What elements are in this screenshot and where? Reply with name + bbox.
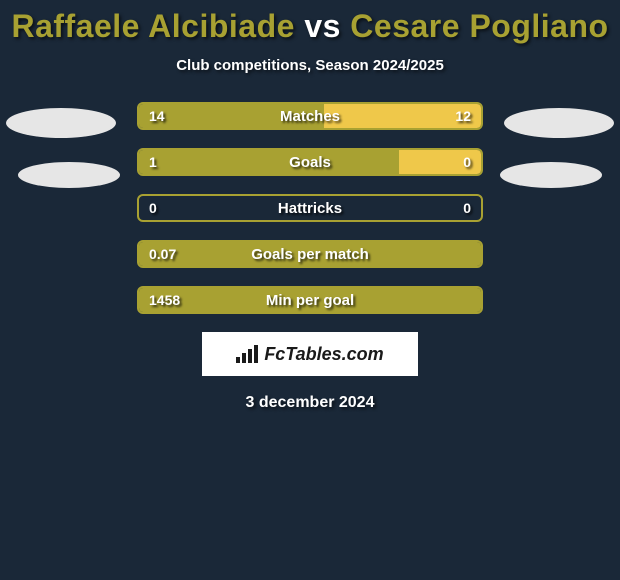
stat-label: Min per goal: [139, 288, 481, 312]
stat-bar: 1458Min per goal: [137, 286, 483, 314]
avatar-left-head: [6, 108, 116, 138]
stat-label: Goals: [139, 150, 481, 174]
avatar-right-head: [504, 108, 614, 138]
logo-text: FcTables.com: [264, 344, 383, 365]
footer-date: 3 december 2024: [0, 394, 620, 412]
stat-bar: 1412Matches: [137, 102, 483, 130]
bars-icon: [236, 345, 260, 363]
stat-label: Matches: [139, 104, 481, 128]
avatar-left-body: [18, 162, 120, 188]
title-player1: Raffaele Alcibiade: [11, 8, 294, 44]
title-player2: Cesare Pogliano: [350, 8, 608, 44]
title-vs: vs: [304, 8, 341, 44]
stat-bar: 00Hattricks: [137, 194, 483, 222]
logo: FcTables.com: [236, 344, 383, 365]
stat-bar: 0.07Goals per match: [137, 240, 483, 268]
avatar-right-body: [500, 162, 602, 188]
stat-label: Hattricks: [139, 196, 481, 220]
subtitle: Club competitions, Season 2024/2025: [0, 57, 620, 74]
stat-bar: 10Goals: [137, 148, 483, 176]
page-title: Raffaele Alcibiade vs Cesare Pogliano: [0, 0, 620, 45]
stat-bars: 1412Matches 10Goals 00Hattricks 0.07Goals p…: [137, 102, 483, 314]
stat-label: Goals per match: [139, 242, 481, 266]
comparison-stage: 1412Matches 10Goals 00Hattricks 0.07Goals p…: [0, 102, 620, 314]
logo-box: FcTables.com: [202, 332, 418, 376]
